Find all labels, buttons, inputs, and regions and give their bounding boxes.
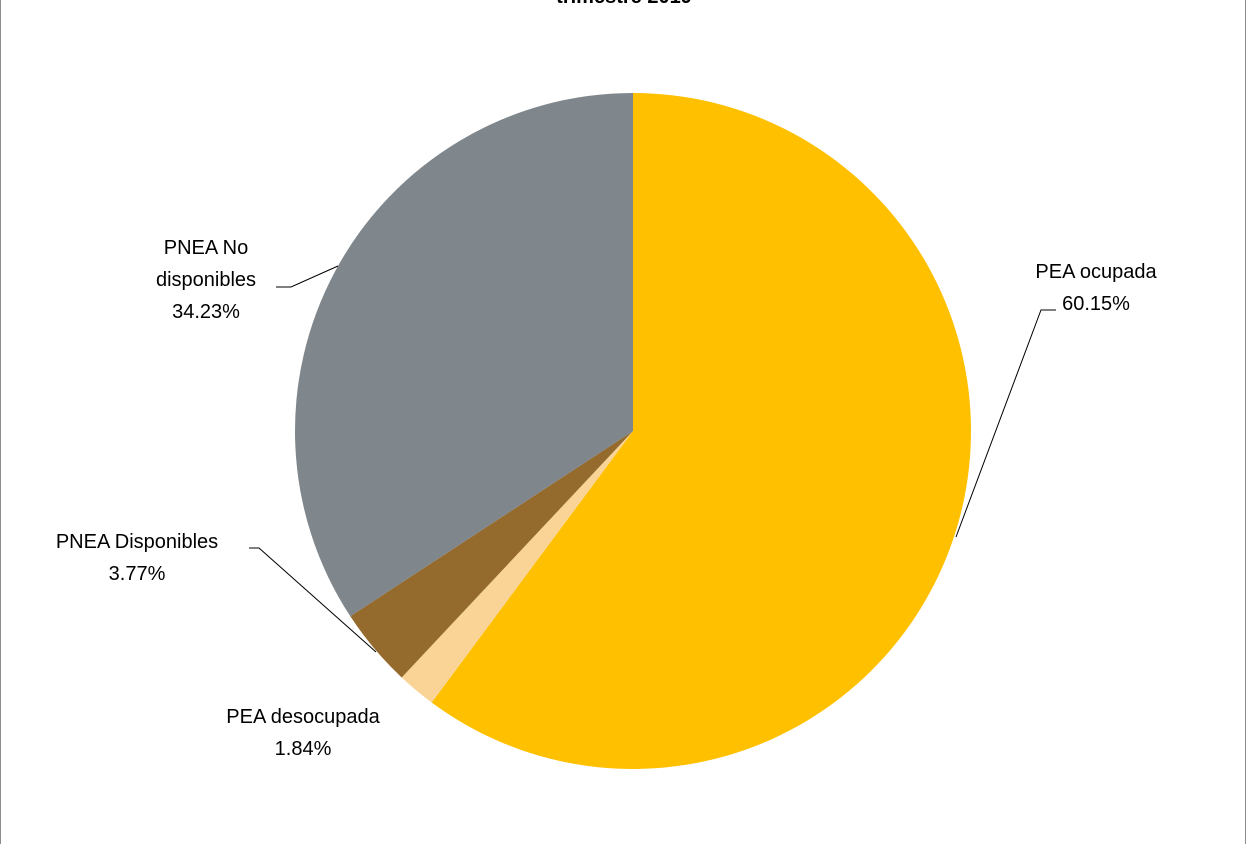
chart-title: trimestre 2019 <box>1 0 1246 9</box>
slice-category-label: PNEA Disponibles <box>56 531 218 553</box>
slice-value-label: 60.15% <box>1062 293 1130 315</box>
pie-slice-pnea-disponibles <box>350 431 633 678</box>
slice-category-label: PEA ocupada <box>1035 261 1157 283</box>
slice-value-label: 1.84% <box>275 738 332 760</box>
pie-slice-pea-ocupada <box>431 93 971 769</box>
slice-category-label: PEA desocupada <box>226 706 380 728</box>
leader-line <box>249 547 377 653</box>
pie-slice-pnea-no-disponibles <box>294 93 633 617</box>
leader-line <box>276 265 339 288</box>
leader-line <box>955 309 1056 538</box>
slice-value-label: 34.23% <box>172 301 240 323</box>
pie-slices <box>294 93 971 769</box>
pie-slice-pea-desocupada <box>401 431 633 703</box>
slice-category-label: disponibles <box>156 269 256 291</box>
slice-category-label: PNEA No <box>164 237 248 259</box>
leader-lines <box>249 265 1056 653</box>
slice-labels: PEA ocupada 60.15% PEA desocupada 1.84% PNEA… <box>56 237 1158 760</box>
slice-value-label: 3.77% <box>109 563 166 585</box>
